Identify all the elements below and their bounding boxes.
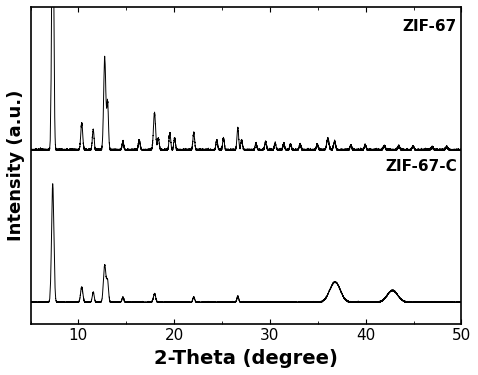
- Text: ZIF-67-C: ZIF-67-C: [385, 159, 456, 174]
- Text: ZIF-67: ZIF-67: [402, 19, 456, 34]
- Y-axis label: Intensity (a.u.): Intensity (a.u.): [7, 90, 25, 241]
- X-axis label: 2-Theta (degree): 2-Theta (degree): [154, 349, 338, 368]
